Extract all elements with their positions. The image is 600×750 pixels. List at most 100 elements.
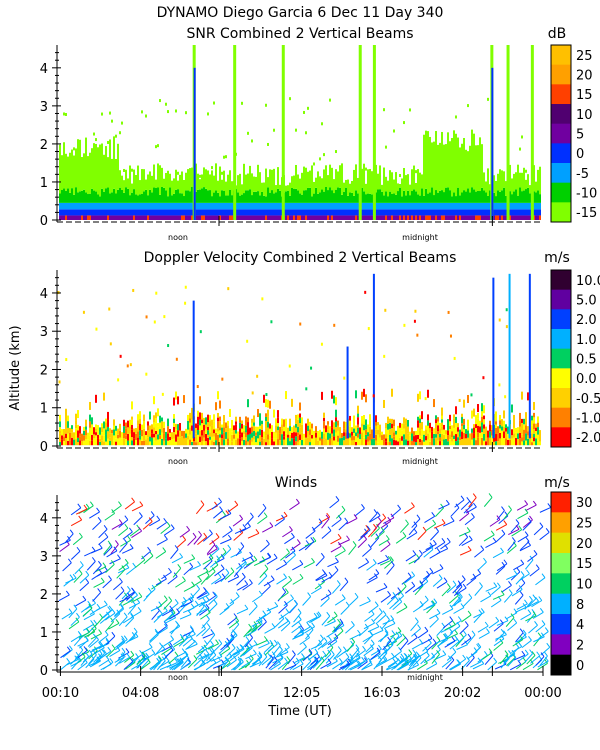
snr-cell xyxy=(217,180,219,193)
doppler-cell xyxy=(301,424,303,433)
snr-cell xyxy=(271,209,273,216)
wind-barb-flag xyxy=(460,603,465,608)
snr-cell xyxy=(445,215,447,220)
wind-barb-flag xyxy=(249,578,253,584)
wind-barb-flag xyxy=(250,557,255,562)
wind-barb-flag xyxy=(240,644,245,650)
doppler-cell xyxy=(361,439,363,446)
snr-cell xyxy=(163,187,165,203)
snr-cell xyxy=(361,187,363,203)
snr-cell xyxy=(335,189,337,203)
snr-cell xyxy=(457,137,459,188)
doppler-cell xyxy=(345,421,347,430)
doppler-cell xyxy=(423,434,425,442)
doppler-cell xyxy=(235,416,237,422)
snr-cell xyxy=(323,209,325,216)
snr-cell xyxy=(431,187,433,203)
snr-cell xyxy=(125,202,127,210)
snr-cell xyxy=(403,121,405,125)
wind-barb-flag xyxy=(460,495,465,501)
wind-barb-flag xyxy=(222,547,227,553)
wind-barb xyxy=(98,634,109,643)
wind-barb-flag xyxy=(432,519,437,525)
doppler-cell xyxy=(469,439,471,446)
doppler-cell xyxy=(219,430,221,435)
wind-barb-flag xyxy=(119,577,123,583)
wind-barb-flag xyxy=(249,551,254,557)
wind-barb xyxy=(119,596,131,603)
wind-barb xyxy=(169,612,180,620)
snr-cell xyxy=(457,187,459,203)
wind-barb-flag xyxy=(524,508,529,514)
snr-cell xyxy=(123,168,125,172)
wind-barb xyxy=(401,658,412,666)
wind-barb xyxy=(123,661,134,670)
wind-barb-flag xyxy=(488,493,493,498)
wind-barb-flag xyxy=(306,622,311,628)
wind-barb xyxy=(312,522,323,531)
wind-barb xyxy=(380,594,391,603)
doppler-cell xyxy=(413,436,415,442)
doppler-cell xyxy=(255,432,257,436)
wind-barb-flag xyxy=(301,653,305,658)
snr-cell xyxy=(307,215,309,220)
snr-cell xyxy=(297,202,299,210)
wind-barb-flag xyxy=(449,616,454,621)
snr-cell xyxy=(79,202,81,210)
snr-cell xyxy=(415,202,417,210)
doppler-cell xyxy=(419,442,421,446)
snr-cell xyxy=(365,183,367,195)
doppler-cell xyxy=(383,439,385,446)
doppler-cell xyxy=(175,391,177,400)
doppler-cell xyxy=(111,433,113,439)
wind-barb-flag xyxy=(501,529,506,535)
wind-barb-flag xyxy=(387,516,392,522)
snr-cell xyxy=(321,202,323,210)
colorbar-segment xyxy=(551,289,571,310)
snr-cell xyxy=(313,202,315,210)
doppler-cell xyxy=(323,428,325,434)
doppler-cell xyxy=(265,428,267,436)
snr-cell xyxy=(455,196,457,203)
wind-barb-flag xyxy=(97,517,102,522)
doppler-cell xyxy=(247,399,249,408)
snr-cell xyxy=(449,209,451,216)
doppler-cell xyxy=(289,431,291,435)
colorbar-segment xyxy=(551,573,571,595)
wind-barb xyxy=(293,612,302,623)
doppler-cell xyxy=(393,436,395,440)
snr-cell xyxy=(457,215,459,220)
doppler-cell xyxy=(331,427,333,434)
wind-barb xyxy=(232,518,243,527)
wind-barb xyxy=(198,599,210,608)
doppler-cell xyxy=(375,440,377,446)
snr-cell xyxy=(469,215,471,220)
wind-barb-flag xyxy=(187,610,192,615)
wind-barb-flag xyxy=(531,651,536,656)
doppler-cell xyxy=(85,439,87,446)
snr-cell xyxy=(399,187,401,203)
doppler-cell xyxy=(371,439,373,446)
colorbar-segment xyxy=(551,614,571,635)
snr-cell xyxy=(493,215,495,220)
doppler-cell xyxy=(299,440,301,446)
doppler-cell xyxy=(515,427,517,433)
wind-barb-flag xyxy=(189,562,194,568)
wind-barb xyxy=(487,661,497,671)
doppler-cell xyxy=(427,420,429,426)
doppler-cell xyxy=(475,424,477,429)
doppler-cell xyxy=(413,441,415,446)
wind-barb xyxy=(446,584,457,594)
snr-cell xyxy=(97,202,99,210)
snr-cell xyxy=(175,189,177,203)
doppler-cell xyxy=(227,425,229,432)
snr-cell xyxy=(255,209,257,216)
snr-cell xyxy=(473,189,475,203)
wind-barb xyxy=(74,565,84,575)
doppler-cell xyxy=(519,426,521,433)
doppler-cell xyxy=(485,431,487,439)
snr-cell xyxy=(495,209,497,216)
wind-barb xyxy=(339,656,350,666)
doppler-cell xyxy=(387,437,389,443)
snr-cell xyxy=(499,169,501,192)
